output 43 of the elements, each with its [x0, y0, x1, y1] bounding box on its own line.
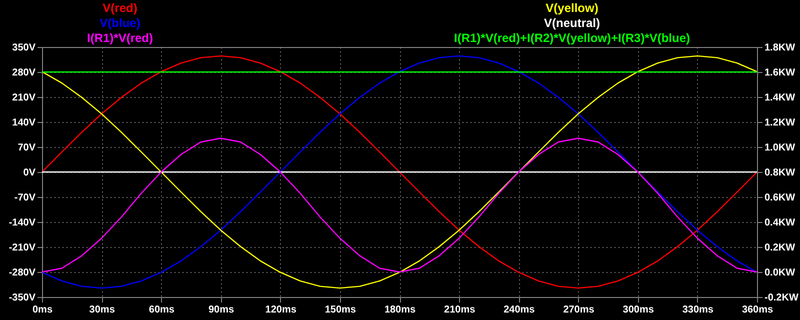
- line-series: [42, 138, 757, 273]
- x-tick-label: 210ms: [444, 304, 476, 316]
- x-tick-label: 120ms: [265, 304, 297, 316]
- line-series: [42, 55, 757, 289]
- y-tick-label: -350V: [8, 292, 36, 304]
- x-tick-label: 60ms: [148, 304, 175, 316]
- y2-tick-label: 0.0KW: [764, 268, 796, 278]
- text: V(neutral): [544, 16, 600, 30]
- x-tick-label: 270ms: [563, 304, 595, 316]
- y2-tick-label: 1.8KW: [764, 42, 796, 54]
- y-tick-label: 350V: [12, 42, 36, 54]
- y-tick-label: 280V: [12, 68, 36, 78]
- y2-tick-label: 1.0KW: [764, 142, 796, 154]
- text: V(red): [102, 1, 138, 15]
- y2-tick-label: 1.6KW: [764, 68, 796, 78]
- x-tick-label: 180ms: [384, 304, 416, 316]
- y2-tick-label: 0.8KW: [764, 168, 796, 178]
- y2-tick-label: -0.2KW: [764, 292, 799, 304]
- y-tick-label: -70V: [14, 192, 36, 204]
- x-tick-label: 30ms: [89, 304, 116, 316]
- text: V(yellow): [546, 1, 598, 15]
- text: I(R1)*V(red)+I(R2)*V(yellow)+I(R3)*V(blue): [454, 31, 690, 45]
- x-tick-label: 150ms: [324, 304, 356, 316]
- text: V(blue): [100, 16, 140, 30]
- y-tick-label: -140V: [8, 218, 36, 228]
- x-tick-label: 0ms: [32, 304, 53, 316]
- y-tick-label: 140V: [12, 118, 36, 128]
- y-tick-label: 0V: [23, 168, 36, 178]
- y2-tick-label: 1.2KW: [764, 118, 796, 128]
- y-tick-label: -210V: [8, 242, 36, 254]
- y2-tick-label: 1.4KW: [764, 92, 796, 104]
- y2-tick-label: 0.6KW: [764, 192, 796, 204]
- y-tick-label: 210V: [12, 92, 36, 104]
- y2-tick-label: 0.4KW: [764, 218, 796, 228]
- text: I(R1)*V(red): [86, 31, 154, 45]
- x-tick-label: 90ms: [208, 304, 234, 316]
- x-tick-label: 360ms: [742, 304, 774, 316]
- y-tick-label: -280V: [8, 268, 36, 278]
- y2-tick-label: 0.2KW: [764, 242, 796, 254]
- x-tick-label: 300ms: [622, 304, 654, 316]
- x-tick-label: 330ms: [682, 304, 714, 316]
- x-tick-label: 240ms: [504, 304, 536, 316]
- y-tick-label: 70V: [18, 142, 36, 154]
